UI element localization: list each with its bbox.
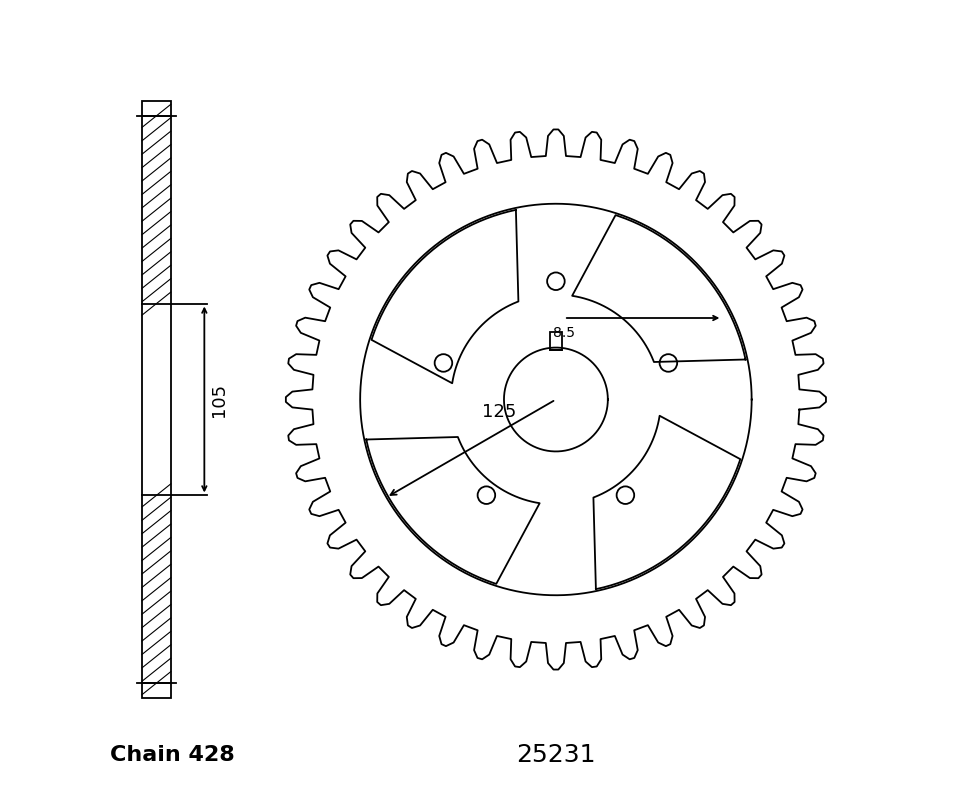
Bar xyxy=(142,101,171,116)
Text: 25231: 25231 xyxy=(516,743,595,767)
Text: 8.5: 8.5 xyxy=(553,326,575,340)
Text: 125: 125 xyxy=(483,403,516,420)
Bar xyxy=(142,683,171,698)
Bar xyxy=(550,332,562,350)
Text: 105: 105 xyxy=(209,383,228,416)
Text: Chain 428: Chain 428 xyxy=(110,745,235,765)
